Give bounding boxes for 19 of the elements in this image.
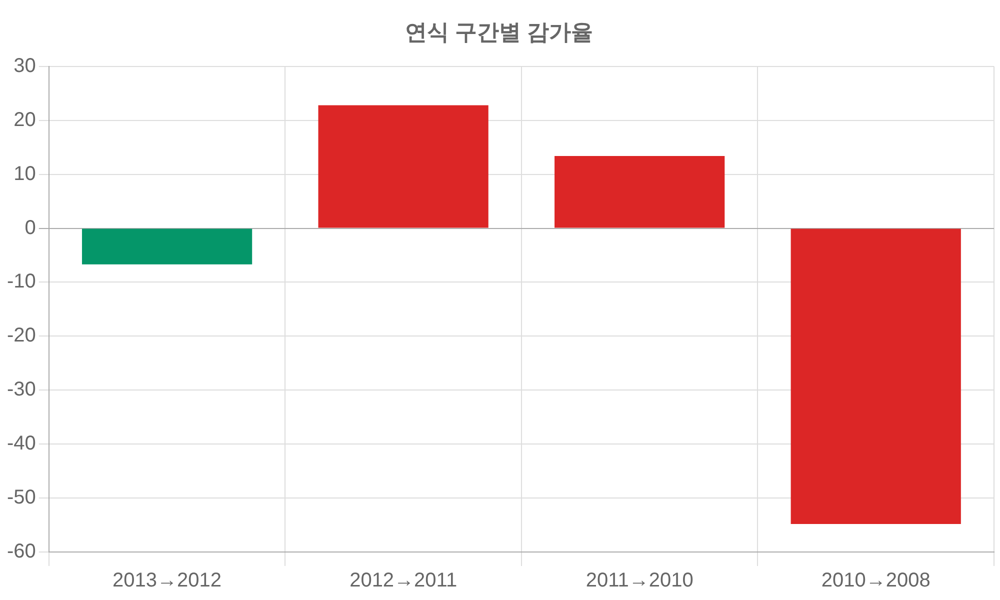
y-tick-label: -30 [7,378,36,401]
y-tick-label: -50 [7,486,36,509]
x-tick-label: 2012→2011 [350,570,458,592]
x-tick-label: 2013→2012 [112,570,222,592]
y-tick-label: 0 [24,216,36,239]
y-tick-label: -20 [7,324,36,347]
chart-title: 연식 구간별 감가율 [404,19,594,44]
bar [554,156,725,228]
bar [82,228,252,264]
x-tick-label: 2010→2008 [821,570,930,592]
y-tick-label: -40 [7,432,36,455]
bar [318,105,488,228]
y-tick-label: 10 [14,162,36,185]
y-tick-label: 20 [14,108,36,131]
bar [790,228,961,524]
y-tick-label: -10 [7,270,36,293]
y-tick-label: 30 [14,54,36,77]
y-tick-label: -60 [7,540,36,563]
x-tick-label: 2011→2010 [586,570,694,592]
